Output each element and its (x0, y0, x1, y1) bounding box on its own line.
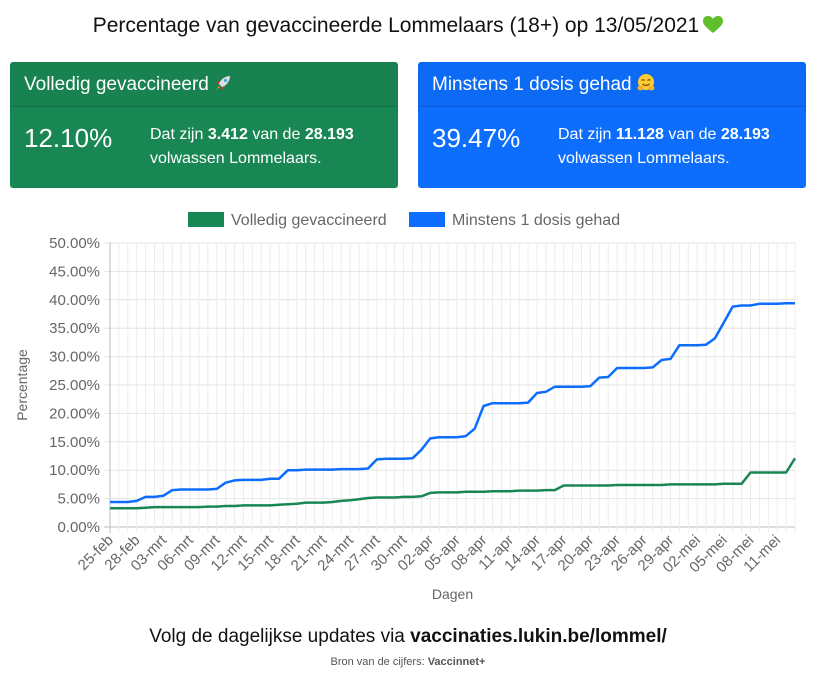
first-dose-card-header: Minstens 1 dosis gehad (418, 62, 806, 107)
fully-vaccinated-card: Volledig gevaccineerd 12.10% Dat zijn 3.… (10, 62, 398, 188)
x-axis-title: Dagen (432, 586, 473, 602)
updates-link[interactable]: vaccinaties.lukin.be/lommel/ (410, 626, 667, 647)
desc-mid: van de (252, 126, 301, 143)
desc-mid: van de (668, 126, 717, 143)
fully-vaccinated-percentage: 12.10% (24, 123, 113, 153)
legend-label: Volledig gevaccineerd (231, 212, 387, 229)
source-prefix: Bron van de cijfers: (330, 656, 425, 668)
page-title-text: Percentage van gevaccineerde Lommelaars … (92, 14, 700, 37)
y-tick-label: 0.00% (57, 519, 100, 536)
first-dose-percentage: 39.47% (432, 123, 521, 153)
desc-prefix: Dat zijn (150, 126, 204, 143)
first-dose-line (110, 301, 795, 504)
y-tick-label: 25.00% (49, 377, 100, 394)
desc-suffix: volwassen Lommelaars. (558, 150, 730, 167)
y-tick-label: 15.00% (49, 434, 100, 451)
legend-swatch (188, 212, 224, 227)
y-tick-label: 35.00% (49, 320, 100, 337)
fully-vaccinated-card-body: 12.10% Dat zijn 3.412 van de 28.193 volw… (10, 107, 398, 188)
source-name: Vaccinnet+ (427, 656, 486, 668)
desc-suffix: volwassen Lommelaars. (150, 150, 322, 167)
fully-vaccinated-card-title: Volledig gevaccineerd (24, 74, 209, 95)
first-dose-description: Dat zijn 11.128 van de 28.193 volwassen … (558, 123, 798, 171)
desc-prefix: Dat zijn (558, 126, 612, 143)
y-tick-label: 10.00% (49, 462, 100, 479)
y-tick-label: 20.00% (49, 405, 100, 422)
adult-total: 28.193 (304, 126, 354, 143)
y-tick-label: 30.00% (49, 349, 100, 366)
y-axis-title: Percentage (14, 349, 30, 421)
fully-vaccinated-line (110, 457, 797, 510)
first-dose-card-title: Minstens 1 dosis gehad (432, 74, 632, 95)
footer: Volg de dagelijkse updates via vaccinati… (0, 626, 816, 648)
y-tick-label: 40.00% (49, 292, 100, 309)
y-tick-label: 45.00% (49, 263, 100, 280)
y-tick-label: 50.00% (49, 235, 100, 252)
hugging-face-icon (637, 74, 655, 91)
page-title: Percentage van gevaccineerde Lommelaars … (0, 14, 816, 38)
fully-vaccinated-count: 3.412 (207, 126, 248, 143)
first-dose-count: 11.128 (615, 126, 664, 143)
legend-label: Minstens 1 dosis gehad (452, 212, 620, 229)
first-dose-card: Minstens 1 dosis gehad 39.47% Dat zijn 1… (418, 62, 806, 188)
source-note: Bron van de cijfers: Vaccinnet+ (0, 656, 816, 668)
y-tick-label: 5.00% (57, 491, 100, 508)
footer-prefix: Volg de dagelijkse updates via (149, 626, 405, 647)
first-dose-card-body: 39.47% Dat zijn 11.128 van de 28.193 vol… (418, 107, 806, 188)
rocket-icon (215, 75, 231, 90)
adult-total: 28.193 (720, 126, 770, 143)
fully-vaccinated-description: Dat zijn 3.412 van de 28.193 volwassen L… (150, 123, 390, 171)
fully-vaccinated-card-header: Volledig gevaccineerd (10, 62, 398, 107)
legend-swatch (409, 212, 445, 227)
vaccination-line-chart: 0.00% 5.00% 10.00% 15.00% 20.00% 25.00% 30.00%… (14, 212, 797, 602)
green-heart-icon (703, 16, 724, 33)
